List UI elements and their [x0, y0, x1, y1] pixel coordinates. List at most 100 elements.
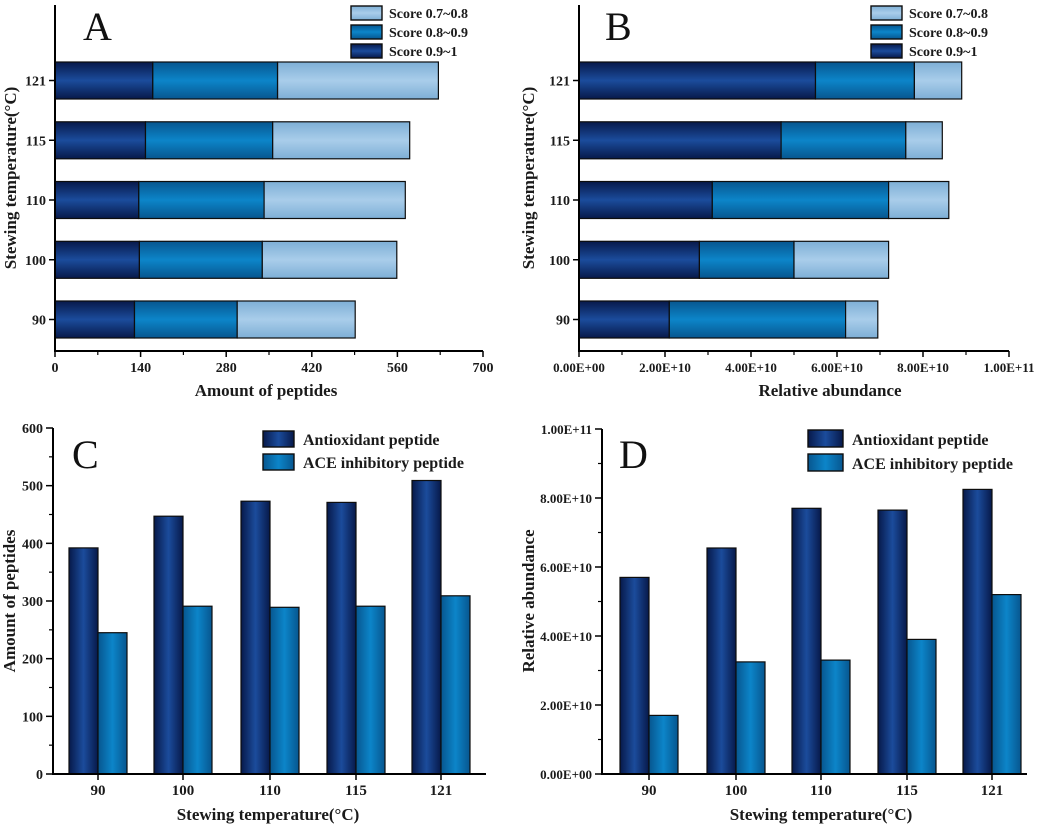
legend-label: ACE inhibitory peptide [303, 455, 464, 472]
bar-segment [793, 240, 890, 279]
y-tick-label: 121 [549, 75, 570, 90]
bar-segment [133, 300, 238, 339]
y-axis-title: Stewing temperature(°C) [1, 87, 20, 270]
x-tick-label: 100 [172, 783, 195, 799]
chart-a-stacked-peptides: 90 100 110 115 121 0 140 280 420 560 700 Score 0.7~… [1, 4, 494, 400]
bar [440, 595, 471, 775]
y-tick-label: 8.00E+10 [540, 491, 592, 506]
x-tick-label: 0 [52, 361, 59, 376]
chart-c-grouped-peptides: 90 100 110 115 121 0 100 200 300 400 500 600 Antioxi… [0, 422, 486, 824]
bar-segment [277, 61, 440, 100]
bar-segment [578, 121, 782, 160]
y-tick-label: 0 [36, 768, 43, 783]
x-tick-label: 121 [981, 783, 1004, 799]
x-tick-label: 90 [642, 783, 657, 799]
bar-segment [578, 180, 713, 220]
y-tick-label: 2.00E+10 [540, 698, 592, 713]
bar [153, 515, 184, 775]
bar-segment [152, 61, 279, 100]
legend-label: ACE inhibitory peptide [852, 456, 1013, 473]
bar [68, 547, 99, 775]
bar [355, 605, 386, 775]
legend-label: Score 0.8~0.9 [909, 26, 988, 41]
x-tick-label: 6.00E+10 [811, 360, 863, 375]
bar-segment [138, 240, 263, 279]
bar-segment [888, 180, 950, 220]
legend-label: Score 0.7~0.8 [909, 7, 988, 22]
y-tick-label: 110 [550, 194, 570, 209]
x-axis-title: Stewing temperature(°C) [730, 805, 913, 824]
legend-swatch-dark_blue [262, 430, 295, 448]
x-tick-label: 140 [130, 361, 151, 376]
x-tick-label: 110 [259, 783, 281, 799]
x-tick-label: 2.00E+10 [639, 360, 691, 375]
bar-segment [711, 180, 890, 220]
legend-label: Antioxidant peptide [852, 432, 988, 449]
chart-d-grouped-abundance: 90 100 110 115 121 0.00E+00 2.00E+10 4.00E+10 6.… [519, 422, 1027, 824]
legend-label: Score 0.9~1 [389, 45, 457, 60]
bar [619, 576, 650, 775]
bar-segment [814, 61, 916, 100]
y-tick-label: 90 [556, 314, 570, 329]
legend-swatch-dark_blue [807, 429, 844, 448]
bar [991, 594, 1022, 775]
panel-letter: A [83, 4, 112, 49]
x-tick-label: 700 [473, 361, 494, 376]
y-tick-label: 400 [22, 537, 43, 552]
legend-swatch-dark_blue [350, 43, 383, 59]
bar [791, 507, 822, 775]
x-tick-label: 110 [810, 783, 832, 799]
bar-segment [236, 300, 356, 339]
legend-label: Score 0.7~0.8 [389, 7, 468, 22]
legend-swatch-medium_blue [262, 453, 295, 471]
bar-segment [261, 240, 398, 279]
x-tick-label: 420 [301, 361, 322, 376]
y-tick-label: 600 [22, 422, 43, 437]
y-tick-label: 1.00E+11 [541, 422, 592, 437]
panel-letter: C [72, 432, 99, 477]
x-axis-title: Amount of peptides [195, 381, 338, 400]
legend-label: Antioxidant peptide [303, 432, 439, 449]
x-tick-label: 560 [387, 361, 408, 376]
y-axis-title: Stewing temperature(°C) [519, 87, 538, 270]
y-tick-label: 110 [26, 194, 46, 209]
x-tick-label: 8.00E+10 [897, 360, 949, 375]
x-tick-label: 121 [430, 783, 453, 799]
bar-segment [138, 180, 265, 220]
legend-label: Score 0.9~1 [909, 45, 977, 60]
bar-segment [54, 61, 154, 100]
y-tick-label: 6.00E+10 [540, 560, 592, 575]
panel-a: 90 100 110 115 121 0 140 280 420 560 700 Score 0.7~… [0, 0, 519, 416]
bar-segment [913, 61, 963, 100]
bar-segment [578, 300, 670, 339]
bar [326, 501, 357, 775]
x-tick-label: 280 [216, 361, 237, 376]
bar-segment [578, 61, 817, 100]
panel-letter: D [619, 432, 648, 477]
bar-segment [578, 240, 701, 279]
chart-b-stacked-abundance: 90 100 110 115 121 0.00E+00 2.00E+10 4.00E+10 6.… [519, 4, 1035, 400]
legend-swatch-dark_blue [870, 43, 903, 59]
bar-segment [905, 121, 943, 160]
bar-segment [698, 240, 795, 279]
bar [269, 606, 300, 775]
x-tick-label: 1.00E+11 [983, 360, 1034, 375]
y-tick-label: 100 [25, 254, 46, 269]
bar [877, 509, 908, 775]
x-tick-label: 90 [91, 783, 106, 799]
y-tick-label: 0.00E+00 [540, 767, 592, 782]
x-tick-label: 0.00E+00 [553, 360, 605, 375]
bar-segment [54, 240, 141, 279]
bar [820, 659, 851, 775]
legend-swatch-medium_blue [870, 24, 903, 40]
legend-swatch-light_blue [350, 5, 383, 21]
bar-segment [54, 180, 140, 220]
x-axis-title: Stewing temperature(°C) [177, 805, 360, 824]
bar [411, 479, 442, 775]
bar-segment [272, 121, 411, 160]
bar-segment [54, 300, 136, 339]
legend-swatch-medium_blue [807, 453, 844, 472]
y-tick-label: 300 [22, 595, 43, 610]
bar [706, 547, 737, 775]
